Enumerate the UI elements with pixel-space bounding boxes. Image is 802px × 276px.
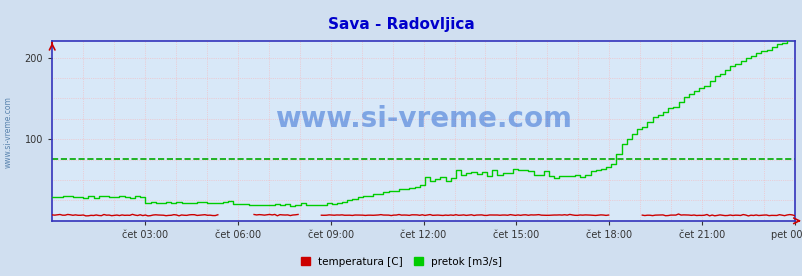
Text: www.si-vreme.com: www.si-vreme.com bbox=[275, 105, 571, 132]
Legend: temperatura [C], pretok [m3/s]: temperatura [C], pretok [m3/s] bbox=[296, 253, 506, 271]
Text: www.si-vreme.com: www.si-vreme.com bbox=[3, 97, 13, 168]
Text: Sava - Radovljica: Sava - Radovljica bbox=[328, 17, 474, 31]
